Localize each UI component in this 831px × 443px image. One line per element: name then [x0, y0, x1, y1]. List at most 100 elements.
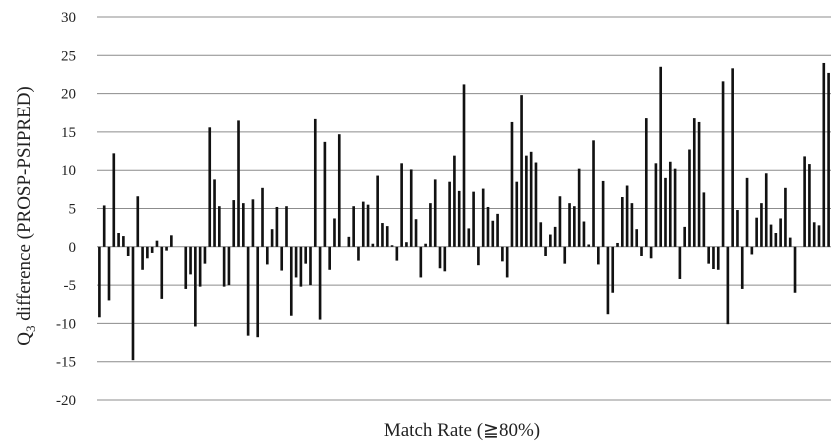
- bar: [577, 168, 581, 247]
- bar: [688, 149, 691, 247]
- bar: [433, 179, 437, 247]
- bar: [448, 181, 451, 247]
- bar: [515, 181, 519, 247]
- bar: [481, 188, 485, 247]
- bar: [683, 226, 686, 247]
- bar: [649, 246, 653, 259]
- y-tick-label: 25: [61, 48, 76, 64]
- bar: [232, 200, 236, 247]
- bar: [731, 68, 734, 247]
- bar: [227, 246, 231, 286]
- bar: [712, 246, 715, 270]
- bar: [131, 246, 135, 361]
- bar: [702, 192, 706, 247]
- bar: [155, 240, 159, 247]
- bar: [558, 196, 562, 247]
- bar: [774, 233, 778, 247]
- y-tick-label: 5: [69, 202, 77, 218]
- bar: [678, 246, 682, 279]
- x-axis-title: Match Rate (≧80%): [384, 420, 540, 441]
- bar: [371, 243, 375, 247]
- bar: [611, 246, 615, 293]
- bar: [736, 210, 739, 247]
- bar: [644, 118, 648, 247]
- bar: [280, 246, 284, 271]
- bar: [299, 246, 303, 287]
- bar: [592, 140, 595, 247]
- y-tick-label: 10: [61, 163, 76, 179]
- bar: [472, 191, 475, 247]
- bar: [165, 246, 168, 251]
- bar: [141, 246, 144, 270]
- bar: [347, 236, 351, 247]
- bar: [414, 219, 418, 247]
- bar: [285, 206, 288, 247]
- bar: [275, 206, 279, 247]
- bar: [457, 190, 461, 247]
- bar: [549, 234, 552, 247]
- bar: [361, 201, 365, 247]
- bar: [779, 218, 782, 247]
- bar: [539, 222, 543, 247]
- bar: [400, 163, 403, 247]
- bar: [784, 187, 787, 247]
- bar: [827, 72, 830, 247]
- bar: [424, 243, 427, 247]
- bar: [337, 134, 341, 247]
- bar: [563, 246, 567, 264]
- bar: [122, 236, 125, 247]
- bar: [409, 169, 413, 247]
- bar: [664, 177, 667, 247]
- bar: [640, 246, 643, 256]
- bar: [304, 246, 308, 264]
- bar: [553, 226, 557, 247]
- bar: [764, 173, 768, 247]
- bar: [654, 163, 658, 247]
- bar: [697, 121, 701, 247]
- bar: [261, 187, 264, 247]
- bar: [616, 242, 619, 247]
- bar: [601, 180, 605, 247]
- bar: [385, 226, 389, 247]
- bar: [625, 185, 629, 247]
- bar: [222, 246, 226, 287]
- bar: [534, 162, 538, 247]
- bar: [376, 175, 379, 247]
- bar: [390, 245, 394, 247]
- bar: [237, 120, 240, 247]
- bar: [668, 161, 672, 247]
- bar: [107, 246, 111, 301]
- bar: [467, 228, 471, 247]
- bar: [692, 118, 696, 247]
- bar: [505, 246, 509, 278]
- bar: [573, 206, 576, 247]
- bar: [333, 218, 336, 247]
- bar: [242, 203, 245, 247]
- bar: [289, 246, 293, 316]
- bar: [251, 199, 255, 247]
- bar: [313, 118, 317, 247]
- bar: [808, 164, 811, 247]
- bar: [606, 246, 610, 315]
- bar: [194, 246, 197, 327]
- bar: [740, 246, 744, 289]
- bar: [117, 233, 120, 247]
- bar: [453, 155, 456, 247]
- bar: [443, 246, 447, 272]
- bar: [630, 203, 634, 247]
- bar: [769, 224, 773, 247]
- bar: [817, 225, 821, 247]
- bar: [597, 246, 600, 265]
- bar: [745, 177, 749, 247]
- bar: [265, 246, 269, 265]
- bar: [438, 246, 442, 269]
- bar: [203, 246, 207, 264]
- y-tick-label: -15: [56, 355, 76, 371]
- bar: [170, 235, 173, 247]
- bar: [198, 246, 202, 287]
- y-axis-title-main: Q: [14, 332, 35, 346]
- bar: [716, 246, 720, 270]
- bar: [366, 204, 370, 247]
- bar: [309, 246, 312, 286]
- bar: [184, 246, 188, 289]
